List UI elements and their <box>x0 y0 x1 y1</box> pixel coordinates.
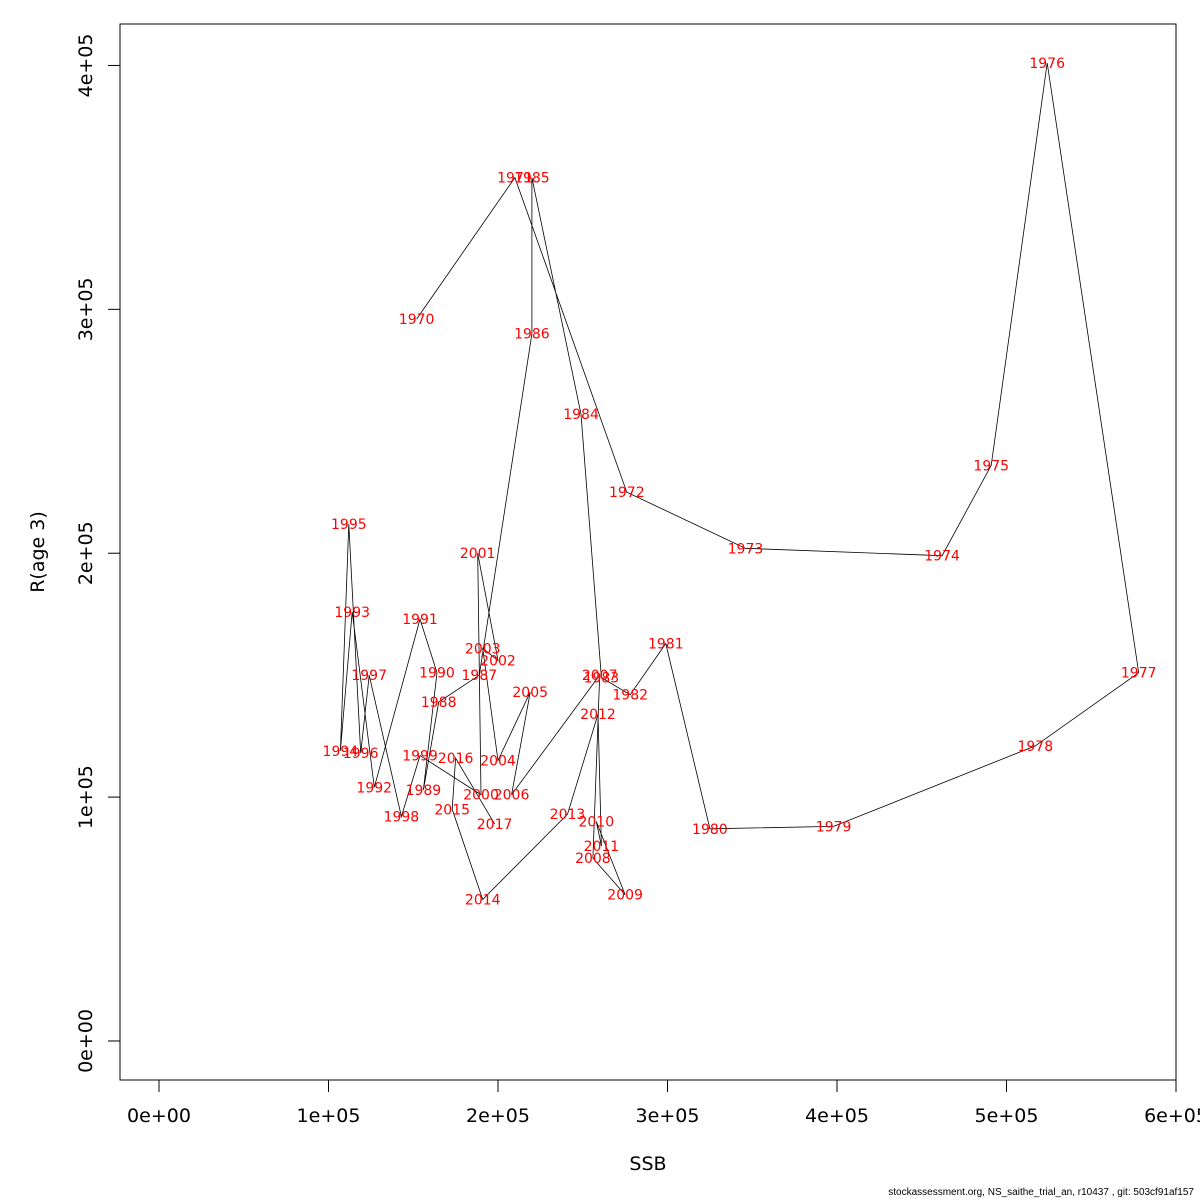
year-label: 2006 <box>494 788 530 804</box>
plot-area-frame <box>119 23 1177 1081</box>
year-label: 1973 <box>728 541 764 557</box>
year-label: 2017 <box>477 817 513 833</box>
year-label: 2004 <box>480 754 516 770</box>
year-label: 2008 <box>575 851 611 867</box>
year-label: 2015 <box>434 802 470 818</box>
x-axis: 0e+00 1e+05 2e+05 3e+05 4e+05 5e+05 6e+05 <box>127 1079 1200 1127</box>
x-axis-title: SSB <box>629 1153 666 1175</box>
year-label: 2011 <box>584 839 620 855</box>
stock-recruitment-line <box>340 62 1140 901</box>
year-label: 2012 <box>580 707 616 723</box>
year-label: 2005 <box>512 685 548 701</box>
year-label: 1987 <box>462 668 498 684</box>
year-label: 1974 <box>924 549 960 565</box>
year-label: 1975 <box>973 458 1009 474</box>
year-label: 1977 <box>1121 666 1157 682</box>
year-label: 1991 <box>402 612 438 628</box>
y-tick-label: 2e+05 <box>75 521 97 585</box>
year-label: 2016 <box>438 751 474 767</box>
year-label: 2013 <box>550 807 586 823</box>
point-labels: 1970 1971 1972 1973 1974 1975 1976 1977 1978 1979… <box>323 56 1157 909</box>
year-label: 1978 <box>1017 739 1053 755</box>
y-tick-label: 4e+05 <box>75 34 97 98</box>
year-label: 2009 <box>607 888 643 904</box>
year-label: 1995 <box>331 517 367 533</box>
year-label: 1996 <box>343 746 379 762</box>
y-tick-label: 0e+00 <box>75 1009 97 1073</box>
year-label: 2003 <box>465 641 501 657</box>
x-tick-label: 3e+05 <box>636 1105 700 1127</box>
x-tick-label: 5e+05 <box>975 1105 1039 1127</box>
year-label: 1976 <box>1029 56 1065 72</box>
year-label: 1982 <box>612 688 648 704</box>
x-tick-label: 0e+00 <box>127 1105 191 1127</box>
year-label: 1992 <box>356 780 392 796</box>
year-label: 1999 <box>402 749 438 765</box>
x-tick-label: 2e+05 <box>466 1105 530 1127</box>
y-tick-label: 1e+05 <box>75 765 97 829</box>
year-label: 1994 <box>323 744 359 760</box>
year-label: 1972 <box>609 485 645 501</box>
year-label: 1983 <box>584 671 620 687</box>
x-tick-label: 6e+05 <box>1144 1105 1200 1127</box>
year-label: 2001 <box>460 546 496 562</box>
year-label: 1979 <box>816 819 852 835</box>
x-tick-label: 1e+05 <box>297 1105 361 1127</box>
year-label: 2000 <box>463 788 499 804</box>
year-label: 1981 <box>648 636 684 652</box>
year-label: 1993 <box>334 605 370 621</box>
x-tick-label: 4e+05 <box>805 1105 869 1127</box>
year-label: 1986 <box>514 327 550 343</box>
footer-credit: stockassessment.org, NS_saithe_trial_an,… <box>888 1187 1194 1198</box>
year-label: 1985 <box>514 171 550 187</box>
year-label: 2014 <box>465 893 501 909</box>
year-label: 2002 <box>480 654 516 670</box>
year-label: 2010 <box>578 814 614 830</box>
year-label: 1971 <box>497 171 533 187</box>
year-label: 1990 <box>419 666 455 682</box>
year-label: 1998 <box>384 810 420 826</box>
y-axis-title: R(age 3) <box>27 511 49 593</box>
year-label: 2007 <box>582 668 618 684</box>
year-label: 1980 <box>692 822 728 838</box>
y-axis: 0e+00 1e+05 2e+05 3e+05 4e+05 <box>75 34 121 1073</box>
year-label: 1988 <box>421 695 457 711</box>
series-path <box>340 62 1140 901</box>
year-label: 1989 <box>406 783 442 799</box>
year-label: 1970 <box>399 312 435 328</box>
year-label: 1997 <box>351 668 387 684</box>
y-tick-label: 3e+05 <box>75 277 97 341</box>
year-label: 1984 <box>563 407 599 423</box>
